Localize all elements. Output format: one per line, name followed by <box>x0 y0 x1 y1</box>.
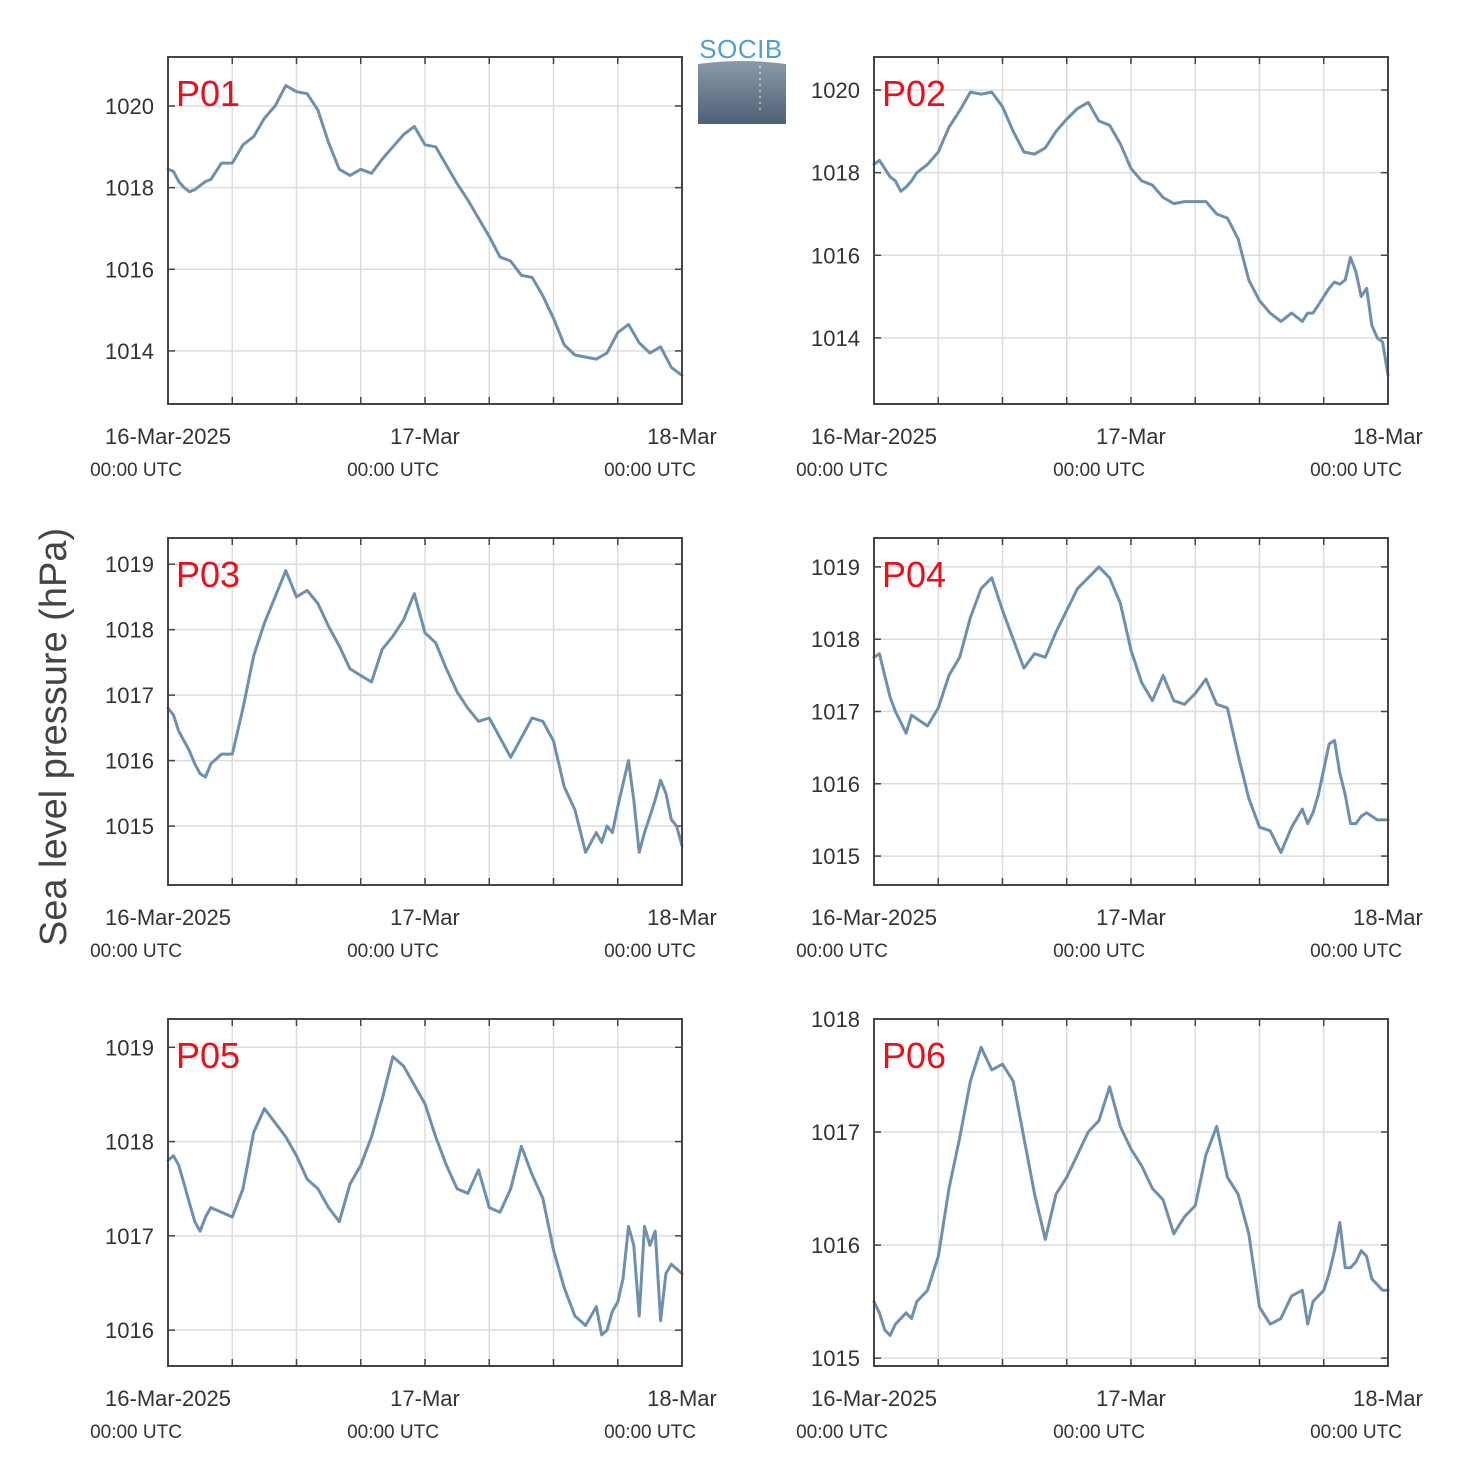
panel-label: P04 <box>882 554 946 595</box>
y-tick-label: 1019 <box>105 552 154 577</box>
y-tick-label: 1018 <box>811 161 860 186</box>
y-tick-label: 1016 <box>811 243 860 268</box>
plot-frame <box>873 1018 1389 1367</box>
x-tick-sublabel: 00:00 UTC <box>1053 460 1145 481</box>
y-tick-label: 1017 <box>811 700 860 725</box>
x-tick-label: 18-Mar <box>1353 424 1423 449</box>
x-tick-label: 16-Mar-2025 <box>811 905 937 930</box>
data-line <box>166 569 684 854</box>
plot-frame <box>167 1018 683 1367</box>
chart-panel-p04: 1015 1016 1017 1018 1019 P04 16-Mar-2025 00:00 … <box>796 537 1423 962</box>
x-tick-sublabel: 00:00 UTC <box>90 460 182 481</box>
x-tick-sublabel: 00:00 UTC <box>604 1422 696 1443</box>
panel-label: P06 <box>882 1035 946 1076</box>
x-tick-sublabel: 00:00 UTC <box>90 941 182 962</box>
plot-frame <box>167 56 683 405</box>
y-tick-label: 1019 <box>105 1035 154 1060</box>
y-tick-label: 1018 <box>105 1130 154 1155</box>
x-tick-sublabel: 00:00 UTC <box>1053 1422 1145 1443</box>
data-line <box>872 1045 1390 1337</box>
x-tick-sublabel: 00:00 UTC <box>347 1422 439 1443</box>
x-tick-sublabel: 00:00 UTC <box>796 460 888 481</box>
y-tick-label: 1020 <box>105 94 154 119</box>
data-line <box>872 90 1390 377</box>
x-tick-label: 16-Mar-2025 <box>105 1386 231 1411</box>
y-tick-label: 1017 <box>105 683 154 708</box>
y-tick-label: 1017 <box>811 1120 860 1145</box>
x-tick-sublabel: 00:00 UTC <box>604 941 696 962</box>
data-line <box>166 1055 684 1337</box>
x-tick-label: 16-Mar-2025 <box>811 1386 937 1411</box>
y-tick-label: 1016 <box>811 1233 860 1258</box>
x-tick-label: 18-Mar <box>647 905 717 930</box>
chart-panel-p06: 1015 1016 1017 1018 P06 16-Mar-2025 00:00 UTC 1… <box>796 1007 1423 1443</box>
panel-label: P02 <box>882 73 946 114</box>
y-tick-label: 1018 <box>811 627 860 652</box>
plot-frame <box>873 56 1389 405</box>
y-tick-label: 1015 <box>811 1346 860 1371</box>
y-tick-label: 1017 <box>105 1224 154 1249</box>
data-line <box>166 84 684 377</box>
x-tick-sublabel: 00:00 UTC <box>347 941 439 962</box>
x-tick-sublabel: 00:00 UTC <box>796 1422 888 1443</box>
x-tick-label: 17-Mar <box>1096 905 1166 930</box>
panel-label: P05 <box>176 1035 240 1076</box>
y-tick-label: 1015 <box>811 844 860 869</box>
x-tick-label: 18-Mar <box>647 1386 717 1411</box>
y-tick-label: 1015 <box>105 814 154 839</box>
y-tick-label: 1014 <box>105 339 154 364</box>
x-tick-label: 17-Mar <box>390 1386 460 1411</box>
x-tick-label: 18-Mar <box>1353 905 1423 930</box>
plot-frame <box>167 537 683 886</box>
x-tick-sublabel: 00:00 UTC <box>1310 941 1402 962</box>
x-tick-sublabel: 00:00 UTC <box>604 460 696 481</box>
x-tick-label: 16-Mar-2025 <box>105 424 231 449</box>
chart-panel-p01: 1014 1016 1018 1020 P01 16-Mar-2025 00:00 UTC 1… <box>90 56 717 481</box>
y-tick-label: 1019 <box>811 555 860 580</box>
panel-label: P03 <box>176 554 240 595</box>
y-tick-label: 1018 <box>105 176 154 201</box>
x-tick-sublabel: 00:00 UTC <box>90 1422 182 1443</box>
plot-frame <box>873 537 1389 886</box>
y-tick-label: 1016 <box>105 1318 154 1343</box>
x-tick-label: 17-Mar <box>1096 424 1166 449</box>
panel-label: P01 <box>176 73 240 114</box>
chart-panel-p03: 1015 1016 1017 1018 1019 P03 16-Mar-2025 00:00 … <box>90 537 717 962</box>
y-axis-label: Sea level pressure (hPa) <box>33 528 75 946</box>
x-tick-sublabel: 00:00 UTC <box>347 460 439 481</box>
x-tick-label: 16-Mar-2025 <box>105 905 231 930</box>
y-tick-label: 1014 <box>811 326 860 351</box>
chart-panel-p05: 1016 1017 1018 1019 P05 16-Mar-2025 00:00 UTC 1… <box>90 1018 717 1443</box>
x-tick-label: 17-Mar <box>1096 1386 1166 1411</box>
y-tick-label: 1020 <box>811 78 860 103</box>
y-tick-label: 1018 <box>811 1007 860 1032</box>
x-tick-sublabel: 00:00 UTC <box>796 941 888 962</box>
x-tick-sublabel: 00:00 UTC <box>1310 1422 1402 1443</box>
x-tick-sublabel: 00:00 UTC <box>1310 460 1402 481</box>
x-tick-label: 18-Mar <box>647 424 717 449</box>
x-tick-label: 18-Mar <box>1353 1386 1423 1411</box>
y-tick-label: 1018 <box>105 618 154 643</box>
data-line <box>872 565 1390 854</box>
logo-text: SOCIB <box>699 34 782 64</box>
chart-panel-p02: 1014 1016 1018 1020 P02 16-Mar-2025 00:00 UTC 1… <box>796 56 1423 481</box>
y-tick-label: 1016 <box>105 749 154 774</box>
y-tick-label: 1016 <box>105 257 154 282</box>
x-tick-label: 16-Mar-2025 <box>811 424 937 449</box>
socib-logo: SOCIB <box>698 34 786 124</box>
x-tick-sublabel: 00:00 UTC <box>1053 941 1145 962</box>
x-tick-label: 17-Mar <box>390 424 460 449</box>
x-tick-label: 17-Mar <box>390 905 460 930</box>
y-tick-label: 1016 <box>811 772 860 797</box>
